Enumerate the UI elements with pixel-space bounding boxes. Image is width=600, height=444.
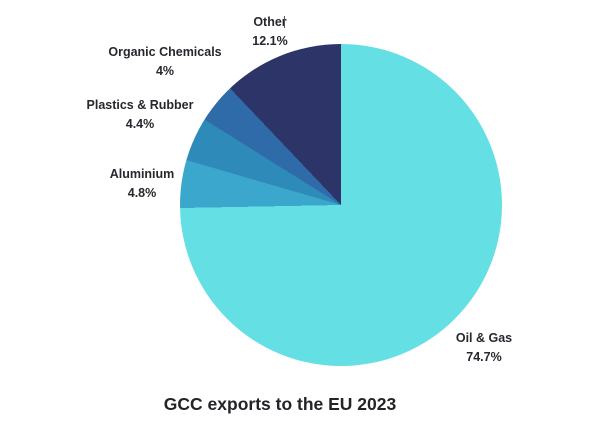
text-cursor-artifact — [284, 16, 285, 28]
slice-percent: 74.7% — [466, 350, 502, 364]
slice-label-aluminium: Aluminium 4.8% — [110, 165, 175, 203]
slice-name: Plastics & Rubber — [86, 98, 194, 112]
slice-percent: 12.1% — [252, 34, 288, 48]
slice-percent: 4% — [155, 64, 175, 78]
slice-label-organic-chemicals: Organic Chemicals 4% — [108, 43, 221, 81]
slice-name: Organic Chemicals — [108, 45, 222, 59]
slice-percent: 4.8% — [127, 186, 157, 200]
slice-name: Aluminium — [109, 167, 175, 181]
slice-name: Other — [253, 15, 287, 29]
pie-chart — [180, 44, 502, 366]
slice-label-other: Other 12.1% — [252, 13, 287, 51]
chart-title: GCC exports to the EU 2023 — [163, 394, 397, 414]
slice-label-oil-gas: Oil & Gas 74.7% — [456, 329, 512, 367]
slice-name: Oil & Gas — [455, 331, 513, 345]
slice-label-plastics-rubber: Plastics & Rubber 4.4% — [87, 96, 194, 134]
slice-percent: 4.4% — [125, 117, 155, 131]
